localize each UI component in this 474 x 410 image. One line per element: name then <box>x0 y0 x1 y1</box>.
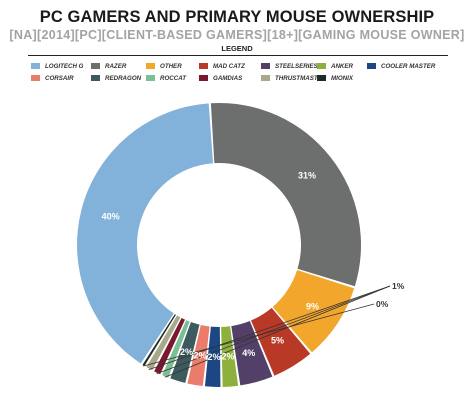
legend-label: OTHER <box>160 62 182 70</box>
legend-label: COOLER MASTER <box>381 62 436 70</box>
legend-label: CORSAIR <box>45 74 74 82</box>
legend-swatch <box>146 75 155 81</box>
slice-label: 4% <box>242 348 255 358</box>
donut-slice <box>272 270 355 353</box>
legend-item: ROCCAT <box>146 73 186 83</box>
legend-swatch <box>317 75 326 81</box>
legend-title: LEGEND <box>221 44 253 53</box>
slice-label: 2% <box>207 352 220 362</box>
legend-item: THRUSTMASTER <box>261 73 326 83</box>
donut-slice <box>187 324 210 387</box>
legend-item: COOLER MASTER <box>367 61 435 71</box>
legend-item: MIONIX <box>317 73 353 83</box>
callout-lines <box>142 285 391 378</box>
legend-swatch <box>261 75 270 81</box>
legend-item: LOGITECH G <box>31 61 84 71</box>
legend-label: REDRAGON <box>105 74 142 82</box>
legend-item: CORSAIR <box>31 73 74 83</box>
callout-line <box>148 285 391 370</box>
callout-label: 0% <box>376 299 389 309</box>
legend-swatch <box>261 63 270 69</box>
legend-item: RAZER <box>91 61 126 71</box>
legend-label: THRUSTMASTER <box>275 74 327 82</box>
slice-label: 2% <box>194 350 207 360</box>
legend-item: ANKER <box>317 61 353 71</box>
legend-label: MAD CATZ <box>213 62 245 70</box>
legend-label: ANKER <box>331 62 354 70</box>
legend-swatch <box>367 63 376 69</box>
legend-swatch <box>91 75 100 81</box>
slice-label: 9% <box>306 302 319 312</box>
donut-slice <box>154 317 185 375</box>
legend-swatch <box>199 75 208 81</box>
legend-swatch <box>31 63 40 69</box>
legend-swatch <box>31 75 40 81</box>
legend-label: GAMDIAS <box>213 74 243 82</box>
donut-slice <box>142 314 176 366</box>
legend-label: STEELSERIES <box>275 62 318 70</box>
donut-slice <box>77 103 214 364</box>
donut-slice <box>170 322 200 383</box>
legend-item: REDRAGON <box>91 73 141 83</box>
slice-label: 40% <box>102 212 120 222</box>
legend-swatch <box>146 63 155 69</box>
donut-slice <box>162 320 190 378</box>
callout-line <box>142 303 375 367</box>
legend-label: MIONIX <box>331 74 354 82</box>
slice-label: 5% <box>271 336 284 346</box>
slice-label-group: 40%31%9%5%4%2%2%2%2%1%0% <box>102 171 405 362</box>
donut-slice <box>251 307 311 376</box>
callout-label: 1% <box>392 281 405 291</box>
legend-label: LOGITECH G <box>45 62 84 70</box>
legend-label: ROCCAT <box>160 74 187 82</box>
legend-item: STEELSERIES <box>261 61 318 71</box>
chart-title: PC GAMERS AND PRIMARY MOUSE OWNERSHIP <box>39 8 435 26</box>
donut-slice <box>221 326 239 387</box>
legend-item: GAMDIAS <box>199 73 242 83</box>
legend-label: RAZER <box>105 62 127 70</box>
legend-swatch <box>199 63 208 69</box>
legend-divider <box>28 55 448 56</box>
legend-item: OTHER <box>146 61 182 71</box>
slice-label: 31% <box>298 171 316 181</box>
legend-item: MAD CATZ <box>199 61 245 71</box>
chart-subtitle: [NA][2014][PC][CLIENT-BASED GAMERS][18+]… <box>9 28 465 42</box>
donut-slice <box>146 315 181 371</box>
donut-slice <box>210 102 361 287</box>
slice-label: 2% <box>180 347 193 357</box>
legend-swatch <box>317 63 326 69</box>
slice-group <box>77 102 361 387</box>
callout-line <box>164 285 391 378</box>
donut-slice <box>204 326 221 387</box>
legend-swatch <box>91 63 100 69</box>
slice-label: 2% <box>221 352 234 362</box>
callout-line <box>156 285 391 375</box>
